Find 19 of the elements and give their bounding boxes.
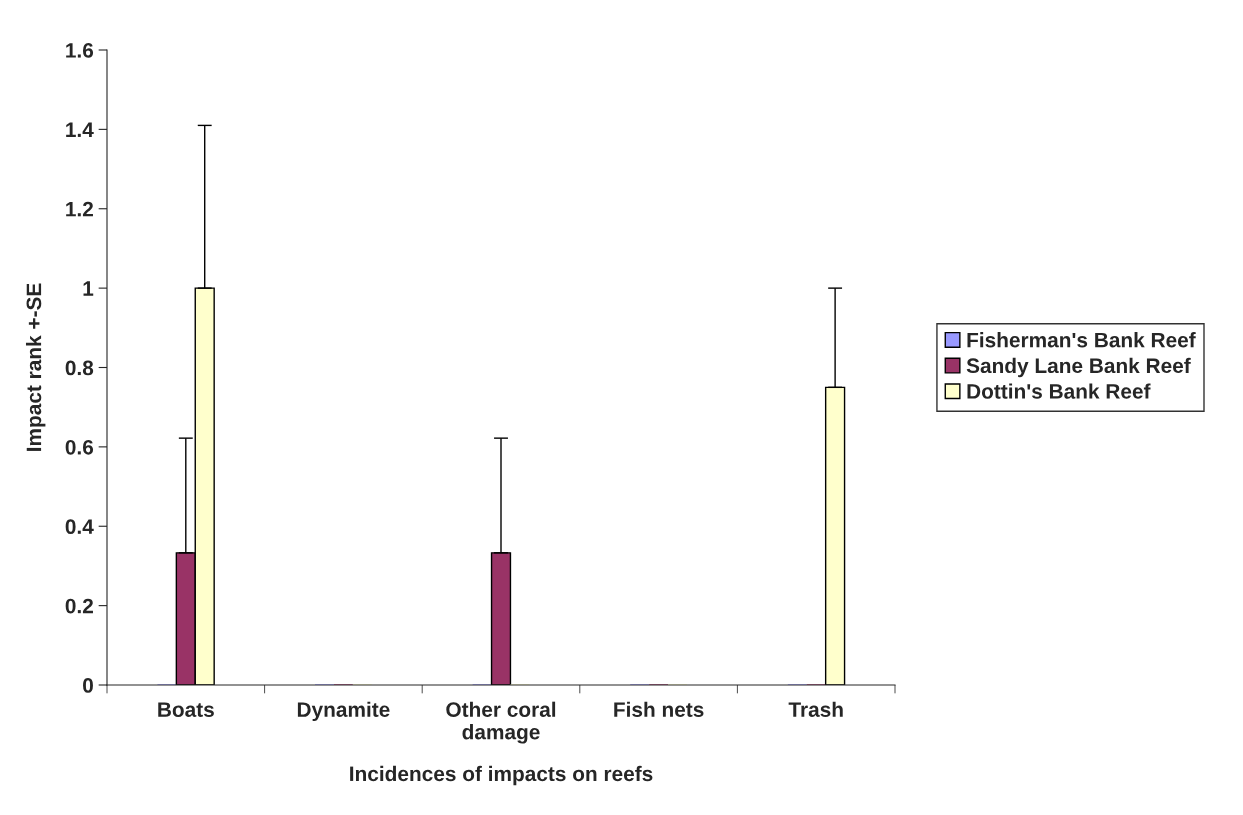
x-tick-label: Fish nets bbox=[614, 701, 704, 717]
y-tick-label: 1.6 bbox=[66, 43, 94, 58]
x-axis-title: Incidences of impacts on reefs bbox=[350, 765, 653, 786]
y-tick-label: 1.2 bbox=[66, 201, 93, 217]
y-tick-label: 0.4 bbox=[65, 519, 94, 534]
x-tick-label: Dynamite bbox=[297, 701, 390, 722]
y-axis-title: Impact rank +-SE bbox=[25, 283, 46, 451]
x-tick-label: Trash bbox=[788, 701, 843, 717]
legend-label: Dottin's Bank Reef bbox=[967, 383, 1151, 399]
legend-label: Fisherman's Bank Reef bbox=[967, 332, 1196, 348]
y-tick-label: 0.2 bbox=[65, 598, 93, 614]
x-tick-label: Other coral damage bbox=[446, 701, 556, 744]
y-tick-label: 0.6 bbox=[65, 439, 94, 455]
x-tick-label: Boats bbox=[158, 702, 214, 717]
y-tick-label: 1 bbox=[83, 281, 94, 296]
y-tick-label: 1.4 bbox=[66, 122, 94, 137]
legend-label: Sandy Lane Bank Reef bbox=[966, 357, 1191, 378]
y-tick-label: 0.8 bbox=[65, 360, 94, 376]
y-tick-label: 0 bbox=[83, 678, 93, 693]
